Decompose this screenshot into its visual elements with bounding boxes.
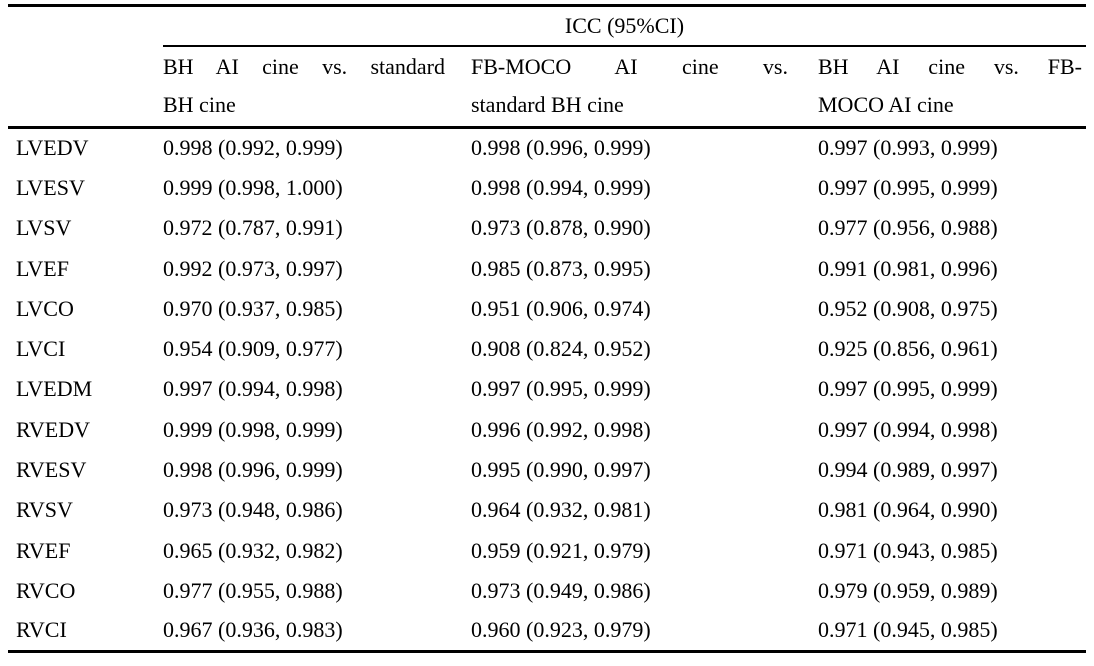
icc-value-cell: 0.967 (0.936, 0.983) [163, 617, 343, 643]
icc-value-cell: 0.951 (0.906, 0.974) [471, 295, 651, 321]
icc-value-cell: 0.979 (0.959, 0.989) [818, 577, 998, 603]
icc-value-cell: 0.985 (0.873, 0.995) [471, 255, 651, 281]
table-spanner-heading: ICC (95%CI) [163, 5, 1086, 47]
icc-value-cell: 0.908 (0.824, 0.952) [471, 336, 651, 362]
icc-value-cell: 0.973 (0.878, 0.990) [471, 215, 651, 241]
row-label: RVCO [16, 577, 76, 603]
column-header-line1: FB-MOCO AI cine vs. [471, 54, 788, 80]
row-label: LVESV [16, 174, 85, 200]
row-label: RVSV [16, 497, 73, 523]
icc-value-cell: 0.960 (0.923, 0.979) [471, 617, 651, 643]
table-row: RVCO 0.977 (0.955, 0.988) 0.973 (0.949, 0.… [8, 571, 1086, 611]
table-row: RVEDV 0.999 (0.998, 0.999) 0.996 (0.992, 0… [8, 410, 1086, 450]
icc-value-cell: 0.992 (0.973, 0.997) [163, 255, 343, 281]
icc-value-cell: 0.998 (0.992, 0.999) [163, 135, 343, 161]
table-header: ICC (95%CI) BH AI cine vs. standard BH c… [8, 5, 1086, 129]
icc-value-cell: 0.998 (0.994, 0.999) [471, 174, 651, 200]
icc-value-cell: 0.999 (0.998, 0.999) [163, 416, 343, 442]
spanner-blank-cell [8, 6, 163, 46]
row-label: RVCI [16, 617, 67, 643]
icc-value-cell: 0.925 (0.856, 0.961) [818, 336, 998, 362]
table-row: RVSV 0.973 (0.948, 0.986) 0.964 (0.932, 0.… [8, 490, 1086, 530]
icc-value-cell: 0.997 (0.995, 0.999) [818, 376, 998, 402]
table-body: LVEDV 0.998 (0.992, 0.999) 0.998 (0.996, 0… [8, 128, 1086, 652]
column-header-row: BH AI cine vs. standard BH cine FB-MOCO … [8, 45, 1086, 129]
column-header-bh-ai-vs-standard: BH AI cine vs. standard BH cine [163, 45, 471, 129]
icc-value-cell: 0.971 (0.945, 0.985) [818, 617, 998, 643]
icc-value-cell: 0.997 (0.993, 0.999) [818, 135, 998, 161]
column-header-line1: BH AI cine vs. FB- [818, 54, 1082, 80]
table-row: LVEDM 0.997 (0.994, 0.998) 0.997 (0.995, 0… [8, 369, 1086, 409]
header-blank-cell [8, 45, 163, 129]
row-label: LVCO [16, 295, 74, 321]
icc-value-cell: 0.998 (0.996, 0.999) [471, 135, 651, 161]
table-row: LVEF 0.992 (0.973, 0.997) 0.985 (0.873, 0.… [8, 248, 1086, 288]
icc-value-cell: 0.997 (0.994, 0.998) [818, 416, 998, 442]
column-header-fbmoco-vs-standard: FB-MOCO AI cine vs. standard BH cine [471, 45, 818, 129]
column-header-line2: standard BH cine [471, 92, 624, 118]
row-label: LVSV [16, 215, 72, 241]
icc-value-cell: 0.954 (0.909, 0.977) [163, 336, 343, 362]
icc-value-cell: 0.997 (0.995, 0.999) [471, 376, 651, 402]
table-row: LVESV 0.999 (0.998, 1.000) 0.998 (0.994, 0… [8, 168, 1086, 208]
row-label: RVEF [16, 537, 71, 563]
icc-value-cell: 0.995 (0.990, 0.997) [471, 457, 651, 483]
icc-value-cell: 0.971 (0.943, 0.985) [818, 537, 998, 563]
icc-value-cell: 0.997 (0.995, 0.999) [818, 174, 998, 200]
table-row: LVCO 0.970 (0.937, 0.985) 0.951 (0.906, 0.… [8, 289, 1086, 329]
icc-value-cell: 0.999 (0.998, 1.000) [163, 174, 343, 200]
spanner-row: ICC (95%CI) [8, 5, 1086, 47]
table-row: RVESV 0.998 (0.996, 0.999) 0.995 (0.990, 0… [8, 450, 1086, 490]
column-header-bh-ai-vs-fbmoco: BH AI cine vs. FB- MOCO AI cine [818, 45, 1086, 129]
icc-value-cell: 0.965 (0.932, 0.982) [163, 537, 343, 563]
icc-value-cell: 0.998 (0.996, 0.999) [163, 457, 343, 483]
icc-value-cell: 0.972 (0.787, 0.991) [163, 215, 343, 241]
column-header-line2: MOCO AI cine [818, 92, 954, 118]
icc-value-cell: 0.973 (0.948, 0.986) [163, 497, 343, 523]
table-row: RVCI 0.967 (0.936, 0.983) 0.960 (0.923, 0.… [8, 611, 1086, 651]
icc-value-cell: 0.994 (0.989, 0.997) [818, 457, 998, 483]
icc-value-cell: 0.959 (0.921, 0.979) [471, 537, 651, 563]
table-row: RVEF 0.965 (0.932, 0.982) 0.959 (0.921, 0.… [8, 530, 1086, 570]
row-label: LVEF [16, 255, 69, 281]
icc-value-cell: 0.997 (0.994, 0.998) [163, 376, 343, 402]
table-row: LVEDV 0.998 (0.992, 0.999) 0.998 (0.996, 0… [8, 128, 1086, 168]
icc-agreement-table: ICC (95%CI) BH AI cine vs. standard BH c… [8, 4, 1086, 653]
icc-value-cell: 0.981 (0.964, 0.990) [818, 497, 998, 523]
row-label: LVEDV [16, 135, 89, 161]
row-label: LVCI [16, 336, 66, 362]
table-row: LVSV 0.972 (0.787, 0.991) 0.973 (0.878, 0.… [8, 208, 1086, 248]
table-row: LVCI 0.954 (0.909, 0.977) 0.908 (0.824, 0.… [8, 329, 1086, 369]
row-label: RVESV [16, 457, 87, 483]
column-header-line2: BH cine [163, 92, 236, 118]
column-header-line1: BH AI cine vs. standard [163, 54, 445, 80]
row-label: LVEDM [16, 376, 93, 402]
icc-value-cell: 0.964 (0.932, 0.981) [471, 497, 651, 523]
icc-value-cell: 0.977 (0.956, 0.988) [818, 215, 998, 241]
icc-value-cell: 0.970 (0.937, 0.985) [163, 295, 343, 321]
icc-value-cell: 0.973 (0.949, 0.986) [471, 577, 651, 603]
icc-value-cell: 0.996 (0.992, 0.998) [471, 416, 651, 442]
icc-value-cell: 0.952 (0.908, 0.975) [818, 295, 998, 321]
icc-value-cell: 0.977 (0.955, 0.988) [163, 577, 343, 603]
row-label: RVEDV [16, 416, 91, 442]
icc-value-cell: 0.991 (0.981, 0.996) [818, 255, 998, 281]
